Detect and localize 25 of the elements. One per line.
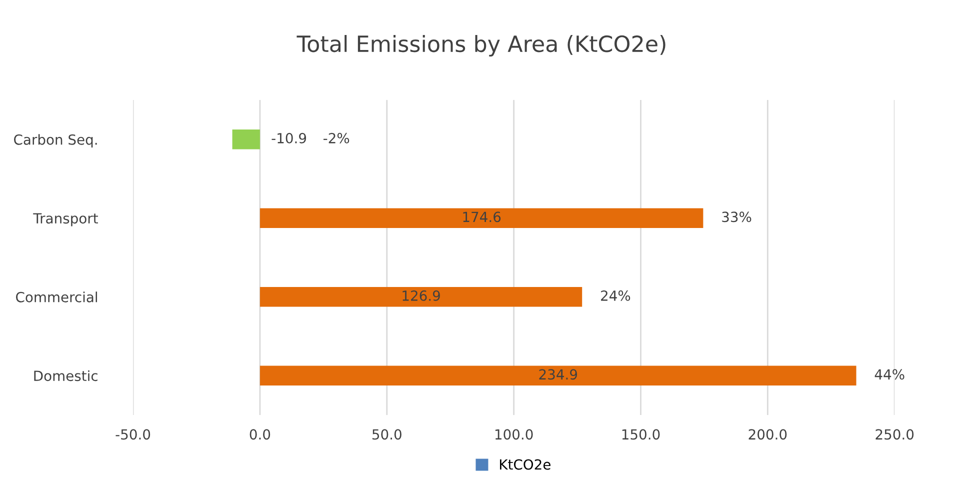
bar (260, 366, 856, 386)
chart-title: Total Emissions by Area (KtCO2e) (296, 35, 666, 57)
y-tick-label: Domestic (34, 370, 98, 382)
data-label: 174.6 (463, 212, 501, 222)
annotation: 44% (874, 369, 904, 380)
annotation: -2% (324, 132, 350, 144)
x-tick-label: 200.0 (748, 429, 787, 440)
y-tick-label: Commercial (16, 292, 98, 302)
bar (232, 130, 260, 150)
x-tick-label: -50.0 (116, 429, 150, 440)
x-tick-label: 50.0 (372, 429, 402, 440)
y-tick-label: Transport (33, 213, 98, 226)
bar (260, 287, 582, 307)
annotation: 33% (722, 212, 752, 222)
data-label: 126.9 (402, 290, 440, 301)
x-tick-label: 100.0 (495, 429, 533, 440)
text: KtCO2e (500, 459, 550, 470)
data-label: 234.9 (539, 369, 578, 380)
x-tick-label: 150.0 (622, 429, 660, 440)
x-tick-label: 0.0 (250, 429, 270, 440)
x-tick-label: 250.0 (876, 429, 914, 440)
y-tick-label: Carbon Seq. (14, 134, 97, 148)
annotation: 24% (601, 290, 630, 301)
bar (260, 208, 704, 228)
data-label: -10.9 (272, 132, 306, 144)
